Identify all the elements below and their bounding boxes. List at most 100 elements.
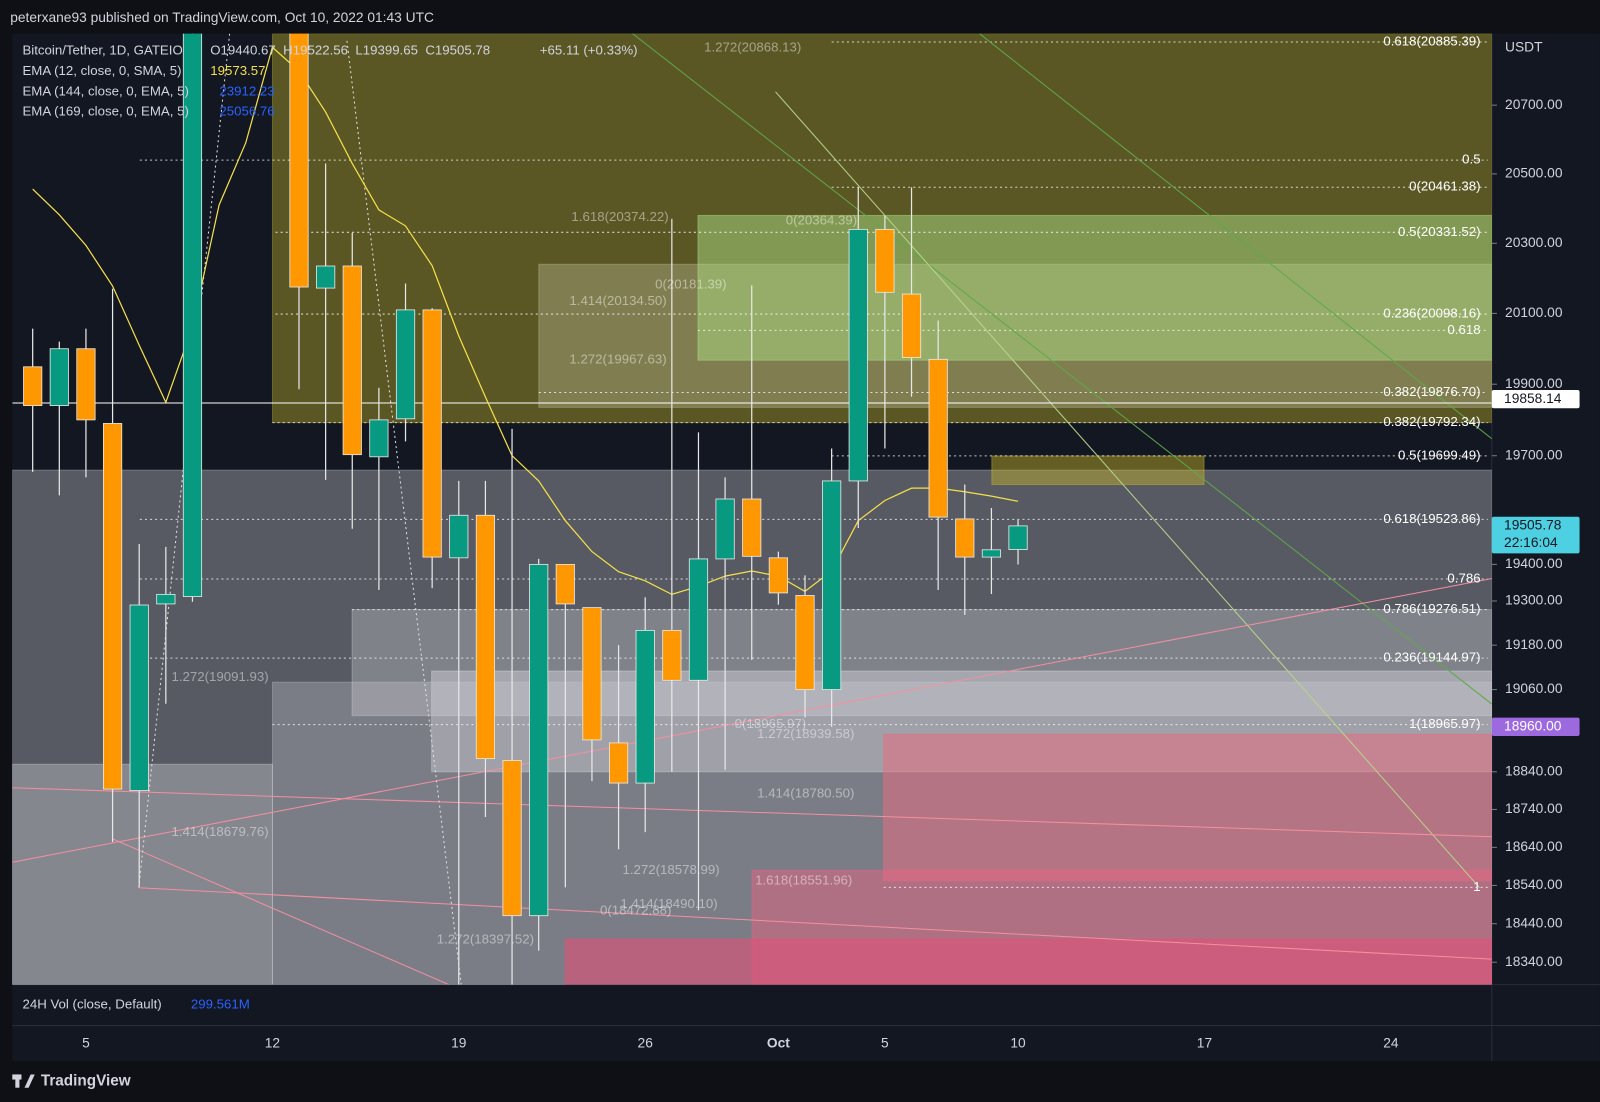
fib-label: 0.618(20885.39) xyxy=(1383,34,1480,49)
candle-body xyxy=(608,742,629,784)
fib-label-dim: 1.272(18578.99) xyxy=(622,862,719,877)
y-tick-label: 19400.00 xyxy=(1505,556,1563,571)
fib-label: 0(20461.38) xyxy=(1409,179,1480,194)
x-tick-label: 26 xyxy=(638,1035,654,1050)
candle-body xyxy=(635,629,655,784)
zone xyxy=(12,763,273,985)
y-tick-label: 20100.00 xyxy=(1505,305,1563,320)
candle-body xyxy=(156,593,176,605)
candle-body xyxy=(848,228,868,482)
fib-label: 0.618 xyxy=(1447,322,1480,337)
candle-body xyxy=(49,348,69,407)
y-tick-label: 19700.00 xyxy=(1505,447,1563,462)
indicator-name: EMA (169, close, 0, EMA, 5) xyxy=(22,104,188,119)
candle-body xyxy=(955,518,975,558)
candle-body xyxy=(795,595,815,690)
candle-body xyxy=(182,33,203,597)
x-tick-label: 5 xyxy=(881,1035,889,1050)
fib-label: 0.236(20098.16) xyxy=(1383,306,1480,321)
indicator-value: 19573.57 xyxy=(210,63,265,78)
volume-value: 299.561M xyxy=(191,997,250,1012)
trend-line xyxy=(632,33,1492,705)
candle-body xyxy=(475,514,496,760)
y-tick-label: 18740.00 xyxy=(1505,801,1563,816)
zone xyxy=(697,214,1492,361)
fib-label-dim: 0(20364.39) xyxy=(786,212,857,227)
ohlc: O19440.67 H19522.56 L19399.65 C19505.78 xyxy=(210,43,490,58)
candle-body xyxy=(395,309,416,420)
candle-body xyxy=(582,607,602,741)
brand: TradingView xyxy=(41,1073,131,1090)
y-tick-label: 19060.00 xyxy=(1505,681,1563,696)
dotted-line xyxy=(346,40,462,985)
y-tick-label: 20700.00 xyxy=(1505,97,1563,112)
fib-label-dim: 1.414(18780.50) xyxy=(757,786,854,801)
price-tag-label: 19858.14 xyxy=(1504,391,1562,406)
y-tick-label: 18540.00 xyxy=(1505,877,1563,892)
fib-label: 0.618(19523.86) xyxy=(1383,511,1480,526)
y-tick-label: 18440.00 xyxy=(1505,915,1563,930)
x-tick-label: 10 xyxy=(1010,1035,1026,1050)
candle-body xyxy=(928,358,948,518)
y-tick-label: 18640.00 xyxy=(1505,839,1563,854)
fib-label: 1 xyxy=(1473,879,1480,894)
candle-body xyxy=(662,629,682,681)
candle-body xyxy=(316,265,336,289)
candle-body xyxy=(342,265,362,456)
fib-label-dim: 0(18472.88) xyxy=(600,903,671,918)
fib-label: 0.5(20331.52) xyxy=(1398,224,1481,239)
trend-line xyxy=(979,33,1492,440)
candle-body xyxy=(822,480,842,690)
fib-label: 0.236(19144.97) xyxy=(1383,650,1480,665)
fib-label-dim: 0(20181.39) xyxy=(655,276,726,291)
fib-label-dim: 1.618(18551.96) xyxy=(755,872,852,887)
x-tick-label: Oct xyxy=(767,1035,790,1050)
candle-body xyxy=(289,33,309,288)
price-tag-sublabel: 22:16:04 xyxy=(1504,535,1558,550)
candle-body xyxy=(129,604,149,792)
indicator-name: EMA (144, close, 0, EMA, 5) xyxy=(22,83,188,98)
fib-label-dim: 1.414(18490.10) xyxy=(620,896,717,911)
candle-body xyxy=(742,498,762,557)
candle-body xyxy=(555,563,575,605)
zone xyxy=(883,733,1492,882)
indicator-name: EMA (12, close, 0, SMA, 5) xyxy=(22,63,181,78)
bottom-panel xyxy=(12,984,1600,1062)
y-tick-label: 19180.00 xyxy=(1505,637,1563,652)
price-tag-label: 19505.78 xyxy=(1504,518,1562,533)
currency: USDT xyxy=(1505,40,1543,55)
price-tag xyxy=(1491,516,1580,554)
x-tick-label: 19 xyxy=(451,1035,466,1050)
candle-body xyxy=(23,366,43,407)
indicator-value: 23912.23 xyxy=(219,83,274,98)
fib-label-dim: 1.272(18397.52) xyxy=(437,932,534,947)
price-tag xyxy=(1491,717,1580,737)
candle-body xyxy=(102,423,123,790)
fib-label-dim: 1.272(19967.63) xyxy=(569,352,666,367)
y-tick-label: 19300.00 xyxy=(1505,593,1563,608)
y-tick-label: 18340.00 xyxy=(1505,954,1563,969)
fib-label-dim: 1.618(20374.22) xyxy=(571,209,668,224)
zone xyxy=(564,938,1492,985)
candle-body xyxy=(502,760,522,917)
fib-label: 0.382(19876.70) xyxy=(1383,384,1480,399)
trend-line xyxy=(138,887,1492,960)
trend-line xyxy=(112,838,450,985)
fib-label: 0.382(19792.34) xyxy=(1383,414,1480,429)
fib-label: 0.786(19276.51) xyxy=(1383,601,1480,616)
candle-body xyxy=(422,309,442,558)
x-tick-label: 17 xyxy=(1197,1035,1212,1050)
y-tick-label: 20300.00 xyxy=(1505,235,1563,250)
candle-body xyxy=(688,558,709,681)
candle-body xyxy=(76,348,96,421)
indicator-value: 25056.76 xyxy=(219,104,274,119)
candle-body xyxy=(768,557,788,594)
y-tick-label: 19900.00 xyxy=(1505,376,1563,391)
candle-body xyxy=(715,498,735,560)
candle-body xyxy=(369,419,389,458)
candle-body xyxy=(1008,525,1028,550)
fib-label-dim: 1.272(20868.13) xyxy=(704,39,801,54)
fib-label-dim: 1.414(20134.50) xyxy=(569,293,666,308)
trend-line xyxy=(12,578,1492,863)
x-tick-label: 24 xyxy=(1383,1035,1399,1050)
